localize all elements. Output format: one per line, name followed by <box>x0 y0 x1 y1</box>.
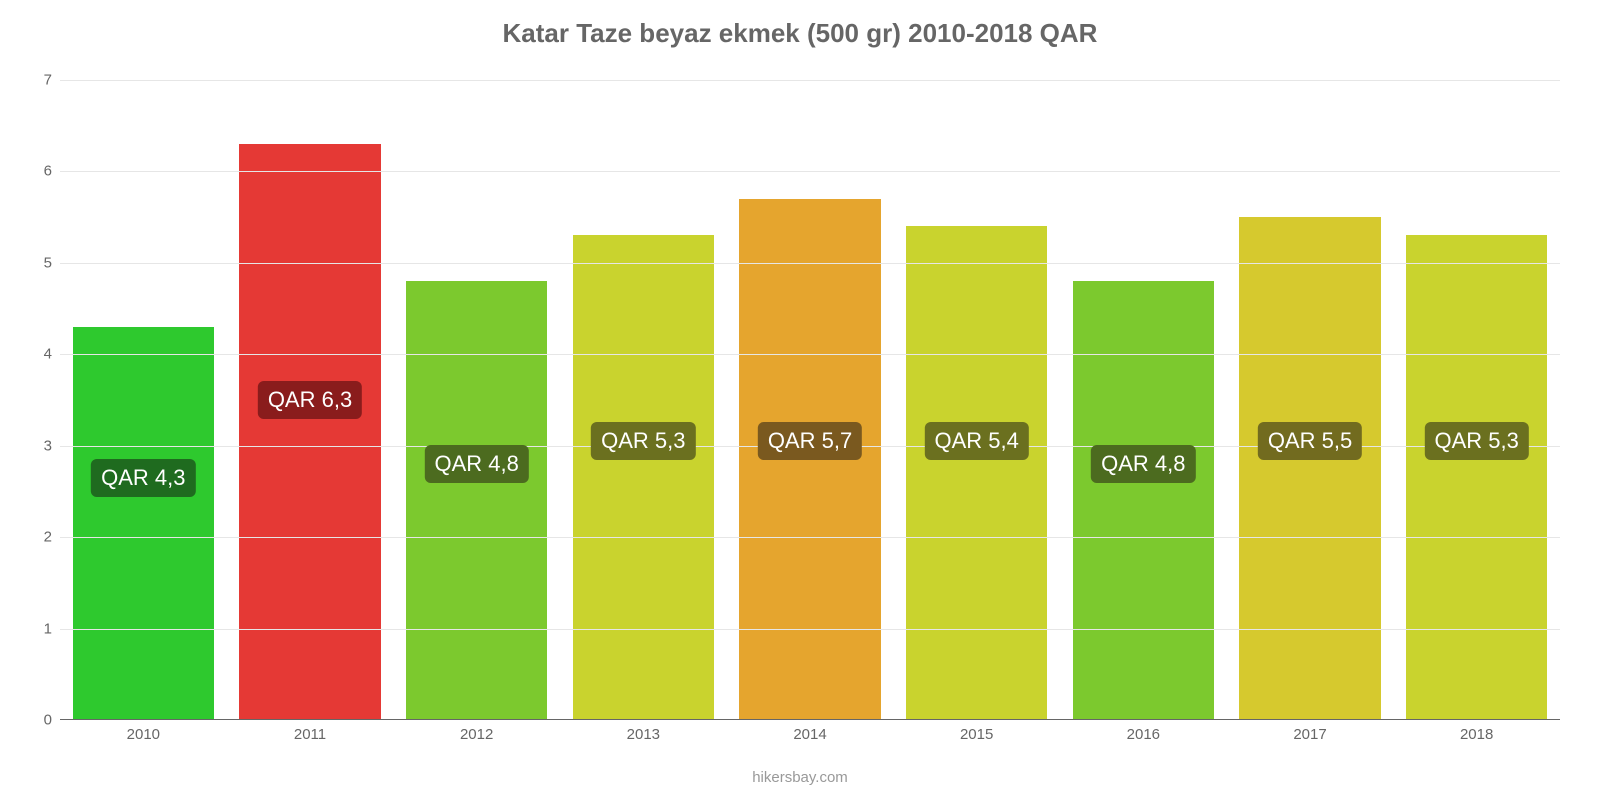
ytick-label: 2 <box>12 529 52 546</box>
xtick-label: 2015 <box>937 726 1017 743</box>
bar <box>1406 235 1548 720</box>
bar <box>1073 281 1215 720</box>
xtick-label: 2012 <box>437 726 517 743</box>
bar-value-label: QAR 5,3 <box>1424 422 1528 460</box>
bar-value-label: QAR 5,3 <box>591 422 695 460</box>
bar-value-label: QAR 4,3 <box>91 459 195 497</box>
bar-value-label: QAR 6,3 <box>258 381 362 419</box>
bar-chart: Katar Taze beyaz ekmek (500 gr) 2010-201… <box>0 0 1600 800</box>
attribution-text: hikersbay.com <box>0 769 1600 786</box>
bar-value-label: QAR 5,4 <box>924 422 1028 460</box>
xtick-label: 2011 <box>270 726 350 743</box>
xtick-label: 2016 <box>1103 726 1183 743</box>
x-axis-line <box>60 719 1560 720</box>
ytick-label: 0 <box>12 712 52 729</box>
xtick-label: 2010 <box>103 726 183 743</box>
grid-line <box>60 537 1560 538</box>
bar <box>73 327 215 720</box>
bar-value-label: QAR 4,8 <box>424 445 528 483</box>
ytick-label: 7 <box>12 72 52 89</box>
grid-line <box>60 629 1560 630</box>
bar <box>906 226 1048 720</box>
xtick-label: 2018 <box>1437 726 1517 743</box>
grid-line <box>60 263 1560 264</box>
xtick-label: 2013 <box>603 726 683 743</box>
ytick-label: 3 <box>12 437 52 454</box>
xtick-label: 2017 <box>1270 726 1350 743</box>
grid-line <box>60 171 1560 172</box>
bar-value-label: QAR 5,5 <box>1258 422 1362 460</box>
bar-value-label: QAR 5,7 <box>758 422 862 460</box>
grid-line <box>60 354 1560 355</box>
bar <box>406 281 548 720</box>
chart-title: Katar Taze beyaz ekmek (500 gr) 2010-201… <box>0 18 1600 49</box>
bar-value-label: QAR 4,8 <box>1091 445 1195 483</box>
xtick-label: 2014 <box>770 726 850 743</box>
ytick-label: 6 <box>12 163 52 180</box>
bar <box>573 235 715 720</box>
bar <box>1239 217 1381 720</box>
ytick-label: 5 <box>12 254 52 271</box>
ytick-label: 1 <box>12 620 52 637</box>
grid-line <box>60 80 1560 81</box>
ytick-label: 4 <box>12 346 52 363</box>
bar <box>239 144 381 720</box>
